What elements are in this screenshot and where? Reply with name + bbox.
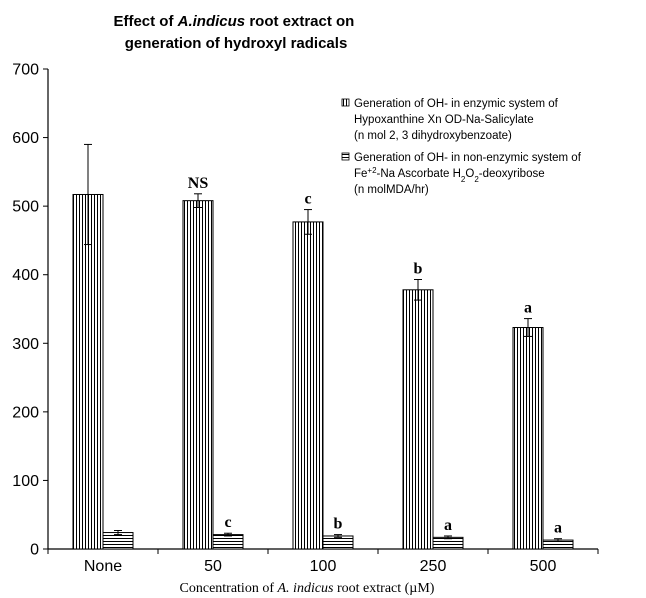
- x-axis: None 50 100 250 500: [47, 548, 599, 575]
- y-tick-label: 600: [12, 130, 39, 147]
- significance-label: NS: [188, 175, 209, 192]
- y-tick-label: 400: [12, 267, 39, 284]
- x-tick-label: 500: [530, 558, 557, 575]
- bar: [72, 193, 104, 550]
- legend: Generation of OH- in enzymic system of Hy…: [338, 94, 644, 216]
- significance-label: a: [444, 517, 452, 534]
- y-tick-label: 200: [12, 404, 39, 421]
- significance-label: c: [224, 514, 231, 531]
- legend-label: Fe+2-Na Ascorbate H2O2-deoxyribose: [354, 166, 545, 184]
- legend-label: (n mol 2, 3 dihydroxybenzoate): [354, 130, 512, 142]
- series-1: NS c b a: [72, 143, 544, 550]
- x-tick-label: 100: [310, 558, 337, 575]
- significance-label: b: [414, 261, 423, 278]
- y-tick-label: 300: [12, 336, 39, 353]
- legend-box: [338, 94, 644, 216]
- bar: [512, 327, 544, 550]
- legend-label: Generation of OH- in enzymic system of: [354, 98, 559, 110]
- bars: NS c b a c b a a: [72, 143, 574, 550]
- y-tick-label: 0: [30, 542, 39, 559]
- bar: [322, 535, 354, 550]
- legend-label: Generation of OH- in non-enzymic system …: [354, 152, 582, 164]
- x-axis-title: Concentration of A. indicus root extract…: [180, 581, 435, 596]
- significance-label: a: [554, 520, 562, 537]
- legend-item: Generation of OH- in enzymic system of Hy…: [341, 98, 559, 142]
- y-axis: 0 100 200 300 400 500 600 700: [12, 62, 49, 559]
- significance-label: c: [304, 191, 311, 208]
- bar: [402, 289, 434, 550]
- x-tick-label: None: [84, 558, 122, 575]
- x-tick-label: 250: [420, 558, 447, 575]
- bar: [182, 200, 214, 550]
- bar: [212, 534, 244, 550]
- legend-swatch: [341, 152, 350, 161]
- legend-item: Generation of OH- in non-enzymic system …: [341, 152, 582, 196]
- x-tick-label: 50: [204, 558, 222, 575]
- legend-label: Hypoxanthine Xn OD-Na-Salicylate: [354, 114, 534, 126]
- y-tick-label: 500: [12, 199, 39, 216]
- legend-label: (n molMDA/hr): [354, 184, 429, 196]
- y-tick-label: 100: [12, 473, 39, 490]
- y-tick-label: 700: [12, 62, 39, 79]
- legend-swatch: [341, 98, 350, 107]
- bar: [292, 221, 324, 550]
- chart-title: Effect of A.indicus root extract on gene…: [113, 13, 358, 52]
- significance-label: b: [334, 516, 343, 533]
- significance-label: a: [524, 300, 532, 317]
